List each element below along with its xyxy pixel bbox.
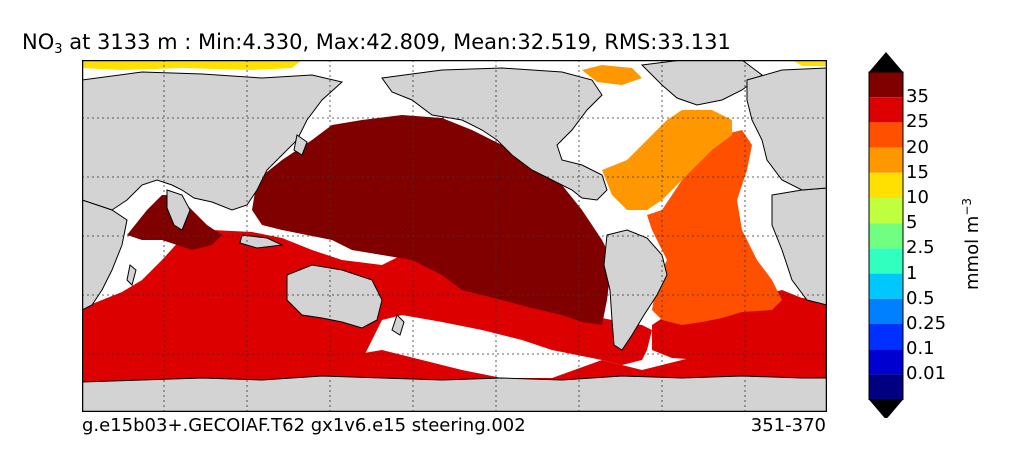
arctic-region bbox=[82, 60, 302, 70]
colorbar-block bbox=[869, 97, 903, 123]
colorbar-block bbox=[869, 298, 903, 324]
north-america-landmass bbox=[381, 67, 608, 201]
colorbar-tick-label: 15 bbox=[906, 161, 929, 183]
colorbar-block bbox=[869, 349, 903, 375]
colorbar-tick-label: 0.5 bbox=[906, 287, 935, 309]
colorbar-extend-top bbox=[869, 52, 903, 72]
north-atlantic-region bbox=[602, 110, 732, 210]
colorbar-frame bbox=[868, 71, 904, 401]
colorbar-block bbox=[869, 147, 903, 173]
colorbar bbox=[868, 52, 904, 418]
colorbar-tick-label: 0.1 bbox=[906, 338, 935, 360]
colorbar-block bbox=[869, 122, 903, 148]
colorbar-tick-label: 2.5 bbox=[906, 237, 935, 259]
africa-landmass bbox=[82, 199, 128, 311]
colorbar-tick-label: 35 bbox=[906, 86, 929, 108]
colorbar-block bbox=[869, 223, 903, 249]
units-exponent: −3 bbox=[960, 197, 974, 216]
units-base: mmol m bbox=[962, 215, 983, 290]
colorbar-tick-label: 5 bbox=[906, 212, 918, 234]
madagascar-landmass bbox=[126, 264, 137, 286]
atlantic-region bbox=[647, 130, 782, 325]
map-frame bbox=[82, 60, 827, 412]
colorbar-tick-label: 25 bbox=[906, 111, 929, 133]
colorbar-tick-label: 0.25 bbox=[906, 313, 947, 334]
colorbar-extend-bottom bbox=[869, 399, 903, 418]
india-landmass bbox=[166, 189, 191, 231]
japan-landmass bbox=[293, 134, 308, 156]
europe-landmass bbox=[746, 67, 827, 191]
new-zealand-landmass bbox=[391, 314, 405, 336]
colorbar-tick-label: 20 bbox=[906, 136, 929, 158]
title-subscript: 3 bbox=[54, 42, 63, 57]
arctic-region-east bbox=[792, 60, 827, 66]
colorbar-tick-label: 10 bbox=[906, 187, 929, 208]
world-map bbox=[82, 60, 827, 412]
australia-landmass bbox=[286, 264, 383, 329]
colorbar-block bbox=[869, 248, 903, 274]
indonesia-landmass bbox=[239, 234, 284, 249]
colorbar-block bbox=[869, 374, 903, 400]
colorbar-block bbox=[869, 273, 903, 299]
case-name: g.e15b03+.GECOIAF.T62 gx1v6.e15 steering… bbox=[82, 415, 526, 436]
norwegian-sea-region bbox=[582, 65, 642, 85]
map-title: NO3 at 3133 m : Min:4.330, Max:42.809, M… bbox=[22, 30, 731, 57]
title-variable: NO bbox=[22, 30, 55, 54]
north-pacific-region bbox=[252, 115, 612, 325]
antarctica-landmass bbox=[82, 375, 827, 412]
colorbar-tick-label: 1 bbox=[906, 262, 918, 284]
colorbar-block bbox=[869, 172, 903, 198]
greenland-landmass bbox=[640, 60, 763, 106]
year-range: 351-370 bbox=[750, 415, 826, 436]
colorbar-units: mmol m−3 bbox=[960, 198, 983, 290]
colorbar-tick-label: 0.01 bbox=[906, 363, 947, 385]
colorbar-block bbox=[869, 198, 903, 224]
title-stats: at 3133 m : Min:4.330, Max:42.809, Mean:… bbox=[62, 30, 731, 54]
colorbar-block bbox=[869, 72, 903, 98]
colorbar-block bbox=[869, 324, 903, 350]
south-america-landmass bbox=[603, 229, 668, 351]
